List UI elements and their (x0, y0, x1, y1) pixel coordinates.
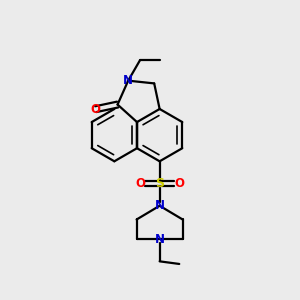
Text: S: S (155, 177, 164, 190)
Text: O: O (135, 177, 145, 190)
Text: N: N (123, 74, 133, 87)
Text: N: N (154, 232, 165, 246)
Text: O: O (174, 177, 184, 190)
Text: O: O (91, 103, 101, 116)
Text: N: N (154, 199, 165, 212)
